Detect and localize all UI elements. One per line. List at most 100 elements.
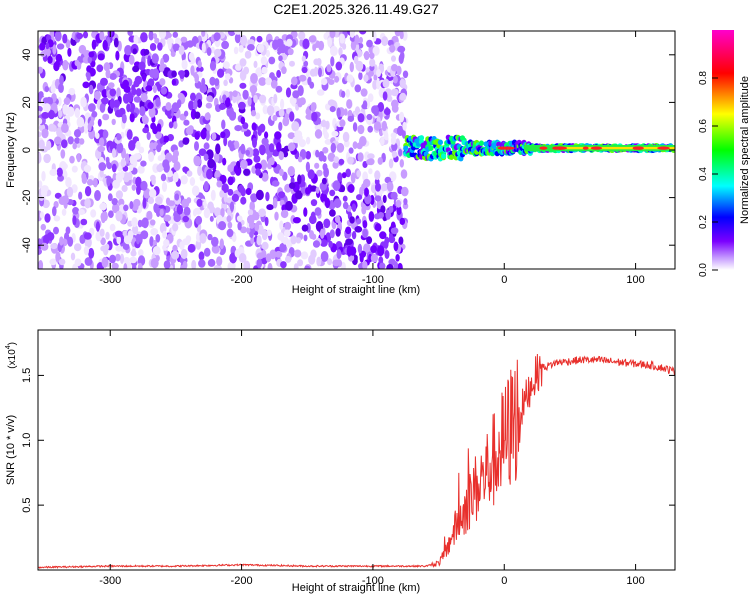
spectrogram-cell: [305, 136, 311, 145]
spectrogram-ytick-label: 0: [21, 147, 33, 153]
spectrogram-cell: [250, 236, 255, 245]
spectrogram-cell: [249, 201, 255, 212]
spectrogram-cell: [287, 142, 296, 152]
spectrogram-cell: [234, 33, 241, 44]
spectrogram-cell: [101, 256, 109, 268]
spectrogram-cell: [349, 31, 355, 38]
spectrogram-cell: [227, 207, 232, 217]
spectrogram-cell: [196, 66, 204, 73]
spectrogram-cell: [335, 228, 341, 237]
spectrogram-cell: [280, 261, 287, 269]
spectrogram-cell: [313, 66, 318, 77]
spectrogram-cell: [323, 218, 331, 229]
spectrogram-cell: [330, 142, 336, 153]
spectrogram-cell: [149, 236, 154, 247]
spectrogram-xlabel: Height of straight line (km): [292, 284, 420, 296]
spectrogram-cell: [319, 228, 325, 239]
spectrogram-cell: [364, 187, 369, 197]
spectrogram-cell: [379, 262, 386, 269]
spectrogram-cell: [217, 68, 225, 78]
spectrogram-cell: [391, 150, 398, 158]
spectrogram-cell: [155, 234, 161, 243]
spectrogram-cell: [388, 158, 394, 169]
spectrogram-cell: [157, 155, 163, 162]
spectrogram-cell: [345, 238, 353, 245]
spectrogram-cell: [305, 150, 312, 160]
spectrogram-cell: [116, 87, 121, 99]
spectrogram-cell: [351, 203, 356, 211]
spectrogram-cell: [57, 96, 62, 107]
spectrogram-cell: [90, 209, 97, 218]
spectrogram-cell: [120, 170, 125, 179]
spectrogram-cell: [256, 35, 263, 43]
spectrogram-cell: [339, 37, 345, 44]
spectrogram-xtick-label: 0: [501, 274, 507, 286]
spectrogram-cell: [287, 166, 295, 177]
spectrogram-cell: [139, 106, 146, 117]
spectrogram-cell: [321, 177, 327, 185]
snr-frame: [37, 329, 676, 571]
spectrogram-cell: [160, 86, 168, 95]
signal-band-max: [582, 146, 589, 150]
spectrogram-cell: [243, 260, 251, 269]
spectrogram-cell: [74, 137, 81, 144]
spectrogram-cell: [399, 111, 405, 123]
spectrogram-cell: [328, 79, 335, 85]
spectrogram-cell: [222, 94, 227, 101]
spectrogram-cell: [135, 176, 142, 188]
spectrogram-ytick-label: -40: [21, 237, 33, 253]
spectrogram-cell: [394, 31, 401, 37]
spectrogram-cell: [194, 111, 201, 119]
spectrogram-cell: [271, 180, 280, 187]
spectrogram-cell: [180, 248, 188, 260]
spectrogram-cell: [159, 78, 166, 86]
spectrogram-cell: [91, 111, 98, 118]
spectrogram-cell: [151, 68, 160, 79]
spectrogram-cell: [46, 232, 55, 241]
colorbar: 0.0 0.2 0.4 0.6 0.8 Normalized spectral ampl…: [698, 30, 750, 277]
signal-band-cell: [437, 139, 443, 146]
spectrogram-cell: [329, 229, 335, 239]
spectrogram-cell: [102, 113, 110, 121]
spectrogram-cell: [390, 227, 399, 235]
spectrogram-cell: [330, 56, 335, 67]
spectrogram-cell: [58, 258, 66, 266]
spectrogram-cell: [327, 258, 333, 266]
spectrogram-cell: [66, 186, 74, 198]
spectrogram-cell: [162, 135, 170, 143]
spectrogram-cell: [52, 206, 57, 217]
spectrogram-cell: [354, 34, 360, 45]
spectrogram-cell: [50, 83, 56, 94]
spectrogram-cell: [312, 43, 317, 52]
spectrogram-cell: [138, 249, 144, 257]
spectrogram-cell: [214, 152, 220, 163]
spectrogram-cell: [238, 45, 244, 53]
spectrogram-cell: [128, 164, 134, 172]
spectrogram-xtick-label: -100: [362, 274, 384, 286]
spectrogram-cell: [129, 113, 135, 123]
spectrogram-cell: [303, 207, 308, 217]
spectrogram-cell: [395, 253, 400, 262]
spectrogram-cell: [226, 228, 234, 238]
spectrogram-cell: [339, 119, 346, 128]
spectrogram-cell: [403, 198, 408, 206]
spectrogram-cell: [55, 53, 63, 62]
spectrogram-cell: [186, 197, 192, 204]
spectrogram-cell: [298, 74, 307, 82]
spectrogram-cell: [254, 162, 262, 170]
spectrogram-cell: [162, 159, 170, 169]
spectrogram-cell: [186, 170, 193, 177]
spectrogram-cell: [343, 108, 348, 116]
spectrogram-cell: [303, 60, 309, 67]
spectrogram-cell: [393, 241, 399, 252]
spectrogram-cell: [214, 207, 222, 217]
spectrogram-cell: [87, 122, 92, 132]
spectrogram-cell: [205, 130, 210, 142]
spectrogram-cell: [115, 190, 123, 200]
spectrogram-cell: [353, 255, 358, 263]
spectrogram-cell: [111, 118, 116, 126]
spectrogram-cell: [123, 204, 129, 212]
spectrogram-cell: [352, 122, 358, 132]
spectrogram-cell: [297, 156, 303, 163]
spectrogram-cell: [128, 54, 135, 65]
